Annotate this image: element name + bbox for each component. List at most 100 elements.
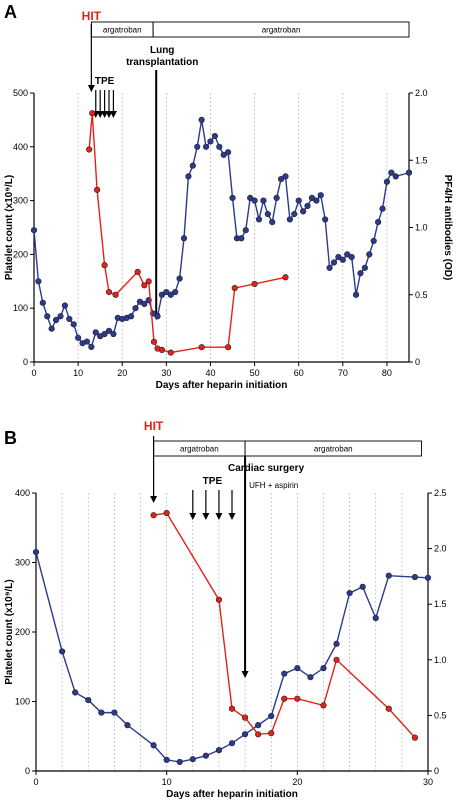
platelet-series-line <box>35 551 429 763</box>
platelet-point <box>198 116 205 123</box>
x-tick-label: 10 <box>73 368 83 378</box>
platelet-point <box>110 330 117 338</box>
x-tick-label: 50 <box>250 368 260 378</box>
platelet-point <box>75 334 82 341</box>
x-tick-label: 20 <box>292 777 302 787</box>
antibody-point <box>255 731 262 738</box>
platelet-point <box>317 192 324 199</box>
platelet-point <box>372 614 379 622</box>
antibody-point <box>215 596 223 603</box>
platelet-point <box>124 722 131 729</box>
platelet-point <box>291 210 298 218</box>
antibody-point <box>333 656 340 663</box>
x-tick-label: 0 <box>33 777 38 787</box>
platelet-point <box>30 227 38 234</box>
y-left-tick-label: 500 <box>13 88 28 98</box>
platelet-point <box>225 149 232 156</box>
argatroban-label: argatroban <box>180 445 219 454</box>
platelet-point <box>215 747 223 754</box>
platelet-point <box>48 325 55 332</box>
y-right-axis-title: PF4/H antibodies (OD) <box>442 175 453 281</box>
surgery-label: Cardiac surgery <box>228 463 305 474</box>
panel-a-label: A <box>4 2 17 22</box>
y-left-axis-title: Platelet count (x10⁹/L) <box>4 175 15 280</box>
platelet-point <box>383 178 391 185</box>
platelet-point <box>83 338 91 345</box>
y-right-tick-label: 2.0 <box>415 88 428 98</box>
platelet-point <box>375 219 382 226</box>
x-tick-label: 30 <box>423 777 433 787</box>
platelet-point <box>88 343 95 351</box>
platelet-point <box>176 275 183 282</box>
platelet-point <box>333 640 340 647</box>
y-right-tick-label: 1.5 <box>434 599 447 609</box>
tpe-arrow-head <box>215 513 223 520</box>
y-right-tick-label: 0 <box>434 766 439 776</box>
platelet-point <box>411 573 419 581</box>
platelet-point <box>216 143 223 150</box>
platelet-point <box>242 227 249 234</box>
platelet-point <box>282 173 289 180</box>
platelet-point <box>194 143 201 150</box>
hit-arrow-head <box>150 496 158 503</box>
platelet-point <box>308 194 316 202</box>
antibody-point <box>294 695 301 702</box>
platelet-point <box>163 288 170 296</box>
antibody-point <box>134 268 141 275</box>
tpe-arrow-head <box>96 111 104 118</box>
platelet-point <box>167 291 174 298</box>
platelet-point <box>57 313 64 320</box>
antibody-point <box>150 512 157 519</box>
platelet-point <box>361 264 368 271</box>
platelet-point <box>269 219 276 226</box>
antibody-point <box>163 509 170 517</box>
x-tick-label: 0 <box>31 368 36 378</box>
y-left-tick-label: 100 <box>15 697 30 707</box>
platelet-point <box>255 722 262 729</box>
x-tick-label: 80 <box>382 368 392 378</box>
y-left-tick-label: 300 <box>15 558 30 568</box>
platelet-point <box>307 674 314 681</box>
platelet-point <box>211 132 218 140</box>
x-axis-title: Days after heparin initiation <box>156 380 288 391</box>
platelet-point <box>154 313 161 320</box>
panel-a: 0 10 20 30 40 50 60 70 80 0 100 200 300 400 500 0 0.5 1.0… <box>4 9 453 391</box>
platelet-point <box>66 315 73 323</box>
y-left-tick-label: 200 <box>13 249 28 259</box>
argatroban-label: argatroban <box>262 26 301 35</box>
y-right-tick-label: 1.0 <box>434 655 447 665</box>
y-right-tick-label: 1.5 <box>415 155 428 165</box>
tpe-arrow-head <box>109 111 117 118</box>
tpe-arrow-head <box>202 513 210 520</box>
platelet-point <box>32 548 40 556</box>
hit-arrow-head <box>87 85 95 92</box>
platelet-point <box>330 259 338 266</box>
platelet-point <box>286 216 293 223</box>
platelet-point <box>352 291 360 298</box>
platelet-point <box>39 299 46 306</box>
tpe-arrow-head <box>189 513 197 520</box>
antibody-point <box>225 344 232 351</box>
platelet-point <box>150 742 157 749</box>
platelet-point <box>127 313 135 320</box>
platelet-point <box>339 256 346 263</box>
y-right-tick-label: 0.5 <box>415 290 428 300</box>
antibody-point <box>231 284 238 292</box>
x-tick-label: 40 <box>205 368 215 378</box>
tpe-arrow-head <box>101 111 109 118</box>
platelet-point <box>229 194 236 202</box>
platelet-point <box>70 321 77 328</box>
y-left-tick-label: 100 <box>13 303 28 313</box>
y-left-tick-label: 0 <box>23 357 28 367</box>
y-right-tick-label: 0.5 <box>434 710 447 720</box>
platelet-point <box>176 758 183 766</box>
platelet-point <box>35 278 42 285</box>
y-right-tick-label: 2.5 <box>434 488 447 498</box>
platelet-point <box>255 216 263 223</box>
antibody-point <box>385 705 392 712</box>
platelet-point <box>359 583 366 590</box>
platelet-point <box>163 756 170 763</box>
platelet-point <box>277 175 285 183</box>
platelet-point <box>295 197 302 204</box>
